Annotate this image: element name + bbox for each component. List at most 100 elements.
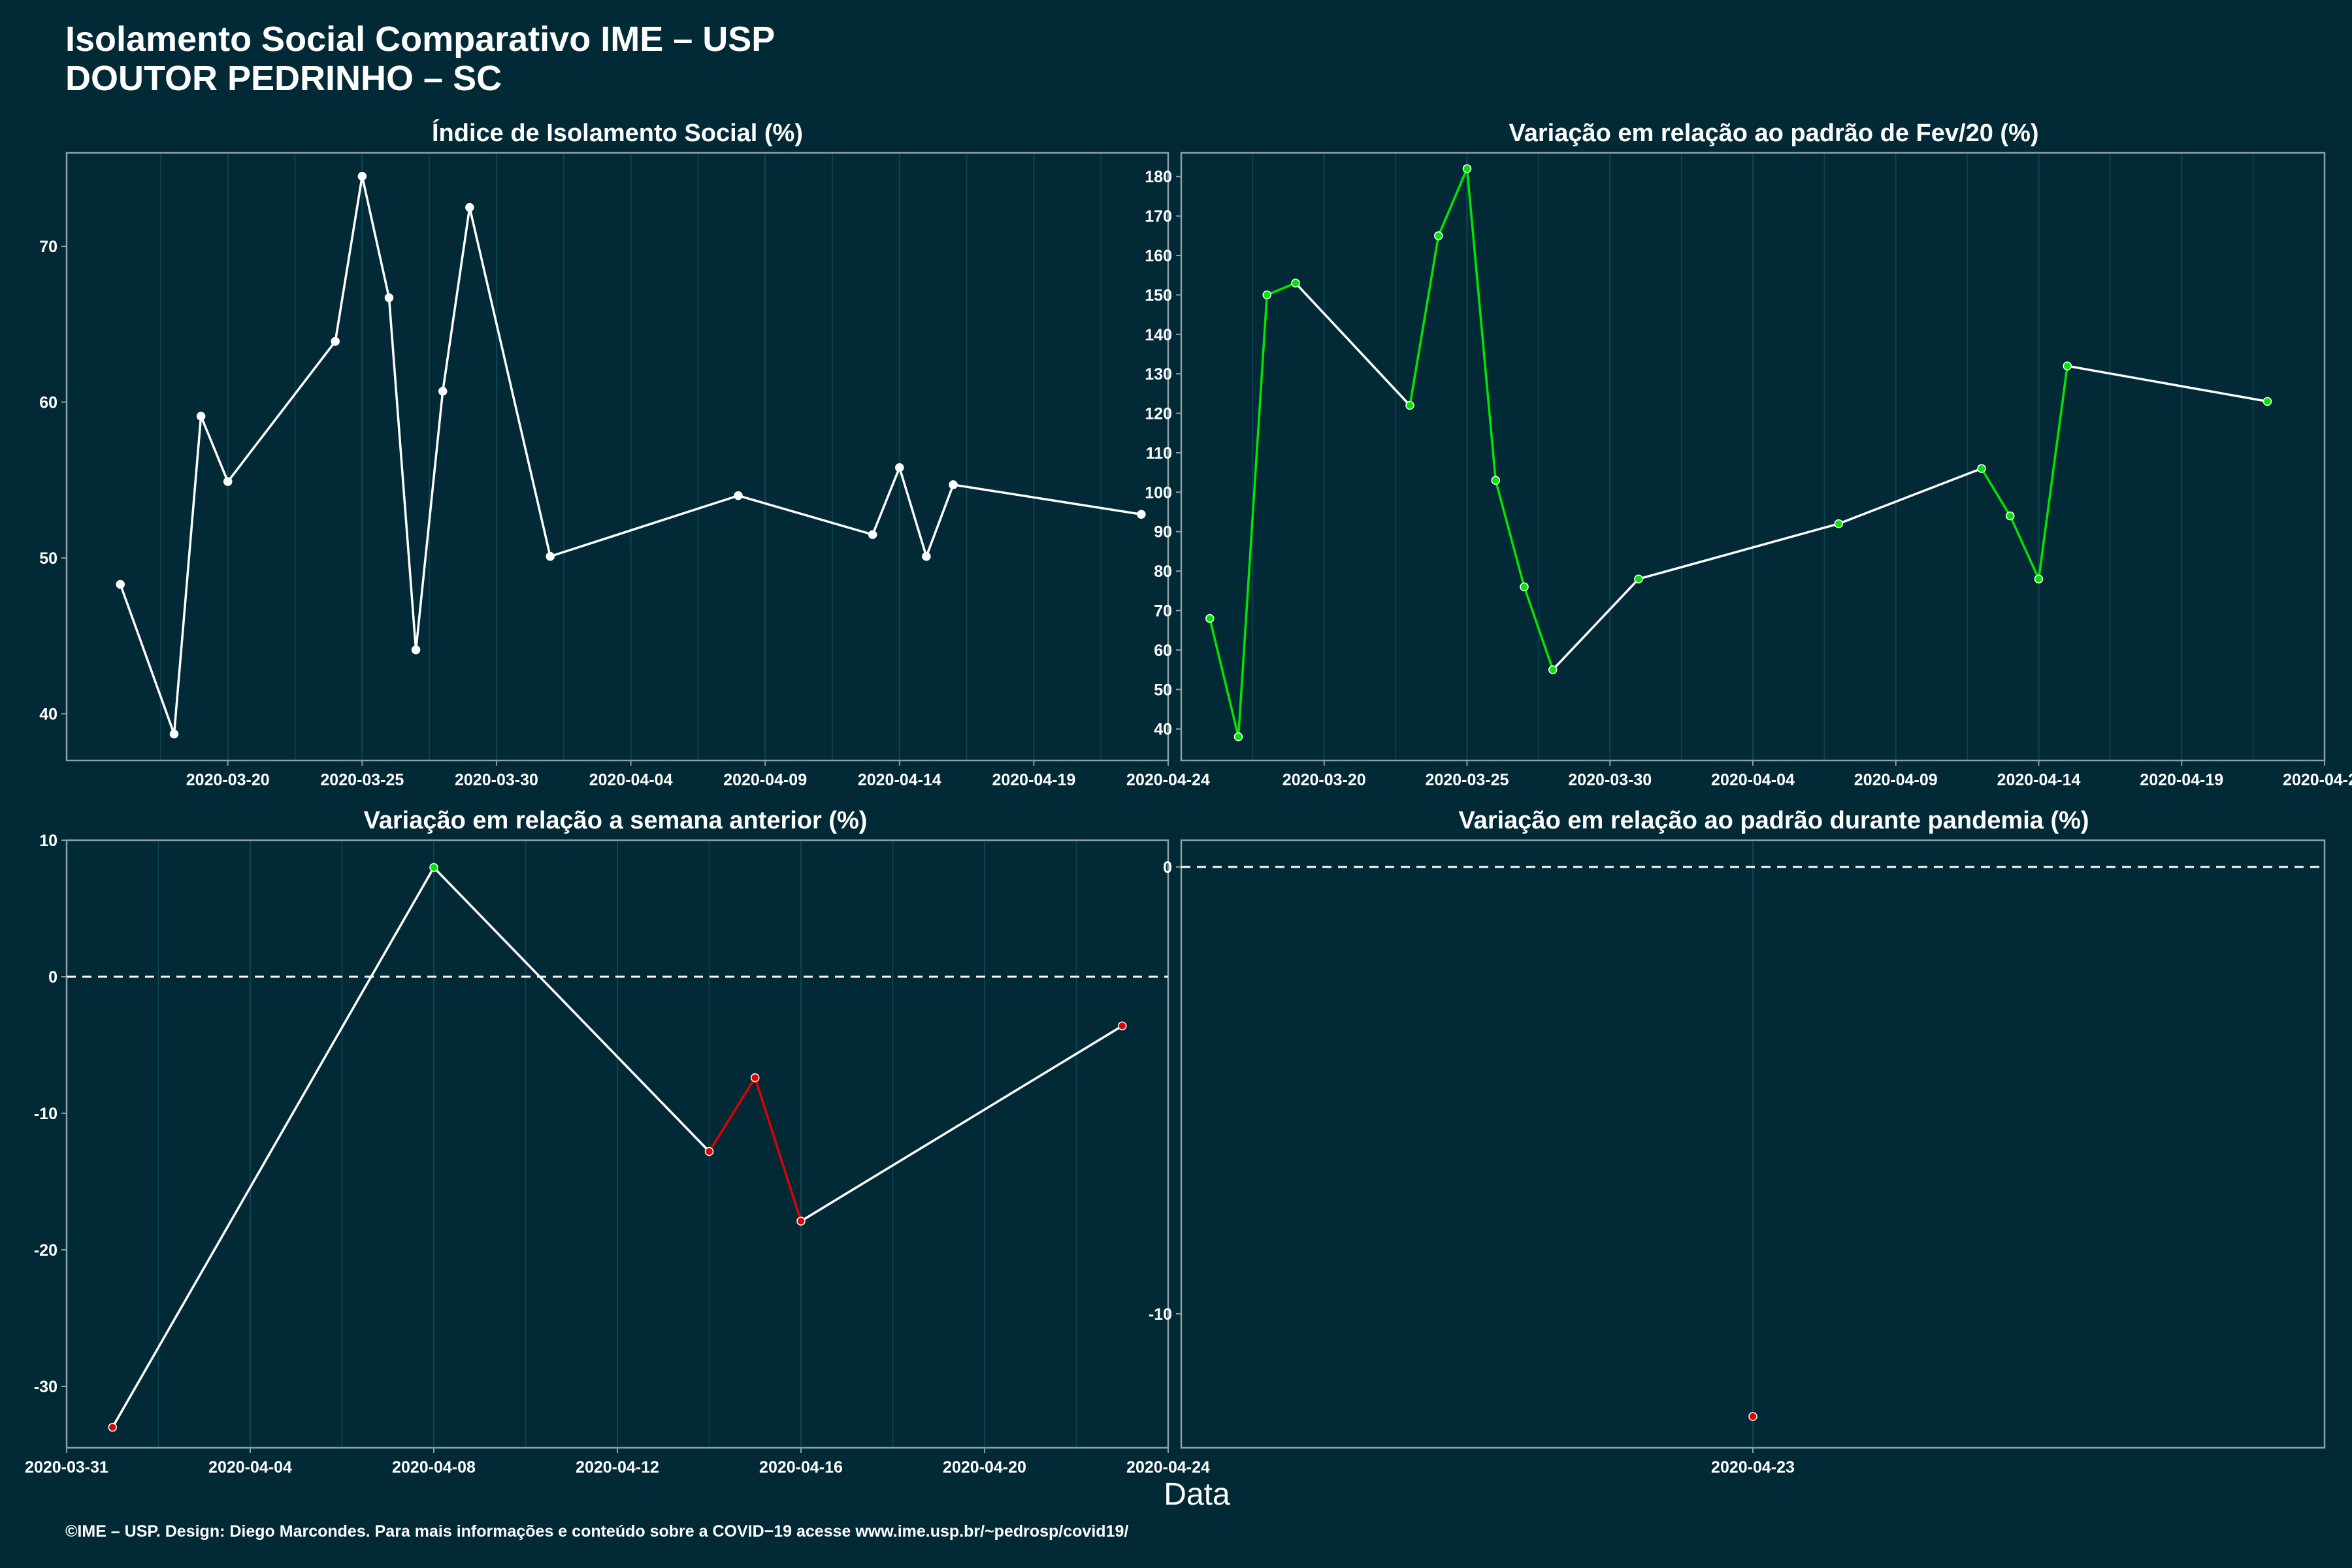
series-segment [1980, 467, 2012, 517]
series-segment [952, 483, 1143, 515]
series-segment [871, 466, 901, 536]
panel-variation-feb20: Variação em relação ao padrão de Fev/20 … [1145, 120, 2352, 789]
series-segment [387, 297, 417, 651]
series-segment [226, 340, 336, 483]
y-tick-label: -10 [34, 1105, 57, 1123]
data-point [868, 530, 877, 539]
y-tick-label: -20 [34, 1241, 57, 1260]
y-tick-label: 90 [1154, 523, 1172, 542]
data-point [922, 551, 931, 561]
y-tick-label: 180 [1145, 168, 1172, 186]
x-tick-label: 2020-04-19 [992, 771, 1075, 789]
panel-variation-previous-week: Variação em relação a semana anterior (%… [25, 807, 1210, 1477]
y-tick-label: 150 [1145, 286, 1172, 304]
x-tick-label: 2020-04-24 [2283, 771, 2352, 789]
data-point [704, 1147, 714, 1156]
y-tick-label: 40 [39, 705, 57, 723]
data-point [108, 1422, 117, 1432]
data-point [357, 172, 367, 181]
y-tick-label: 0 [48, 968, 57, 987]
series-segment [549, 494, 740, 558]
panel-title: Índice de Isolamento Social (%) [432, 118, 803, 147]
series-segment [414, 390, 444, 651]
data-point [1434, 231, 1443, 240]
main-title: Isolamento Social Comparativo IME – USP [65, 20, 775, 59]
series-segment [1637, 522, 1840, 580]
x-tick-label: 2020-04-09 [723, 771, 807, 789]
data-point [1262, 290, 1271, 300]
x-tick-label: 2020-03-20 [186, 771, 270, 789]
y-tick-label: -30 [34, 1378, 57, 1396]
series-segment [119, 583, 176, 736]
series-segment [361, 175, 391, 299]
panel-title: Variação em relação ao padrão durante pa… [1458, 807, 2089, 834]
y-tick-label: 170 [1145, 208, 1172, 226]
plot-frame [65, 839, 1169, 1449]
data-point [169, 729, 179, 739]
data-point [2006, 511, 2015, 521]
x-tick-label: 2020-04-20 [943, 1458, 1026, 1477]
data-point [796, 1217, 806, 1226]
plot-frame [1180, 839, 2326, 1449]
y-tick-label: 10 [39, 832, 57, 850]
data-point [1291, 278, 1300, 288]
series-segment [172, 415, 203, 736]
x-tick-label: 2020-04-23 [1711, 1458, 1795, 1477]
data-point [546, 551, 555, 561]
y-tick-label: 80 [1154, 563, 1172, 581]
data-point [411, 645, 421, 655]
panel-isolation-index: Índice de Isolamento Social (%) 2020-03-… [39, 118, 1210, 789]
series-segment [800, 1024, 1124, 1222]
y-tick-label: 70 [39, 238, 57, 256]
x-tick-label: 2020-03-25 [1426, 771, 1509, 789]
series-segment [1494, 479, 1526, 589]
y-tick-label: 100 [1145, 483, 1172, 502]
series-segment [754, 1076, 802, 1222]
main-subtitle: DOUTOR PEDRINHO – SC [65, 59, 502, 98]
series-segment [1266, 282, 1297, 297]
x-tick-label: 2020-04-16 [759, 1458, 843, 1477]
data-point [465, 203, 474, 212]
x-tick-label: 2020-03-20 [1282, 771, 1366, 789]
x-tick-label: 2020-04-14 [858, 771, 941, 789]
data-point [1233, 732, 1243, 742]
y-tick-label: 60 [1154, 642, 1172, 660]
x-axis-label: Data [1164, 1477, 1230, 1512]
series-segment [1465, 167, 1497, 482]
y-tick-label: 110 [1146, 444, 1172, 463]
x-tick-label: 2020-04-24 [1126, 1458, 1210, 1477]
data-point [2034, 574, 2044, 583]
data-point [2063, 361, 2072, 370]
data-point [751, 1073, 760, 1083]
series-segment [2066, 365, 2269, 403]
x-tick-label: 2020-04-08 [392, 1458, 476, 1477]
data-point [429, 863, 438, 872]
x-tick-label: 2020-04-19 [2140, 771, 2223, 789]
y-tick-label: 50 [39, 549, 57, 568]
data-point [1462, 164, 1472, 173]
series-segment [441, 206, 471, 393]
data-point [1634, 574, 1643, 583]
data-point [1405, 400, 1414, 410]
series-segment [737, 494, 874, 536]
series-segment [468, 206, 551, 558]
y-tick-label: 160 [1145, 247, 1172, 265]
x-tick-label: 2020-04-04 [1711, 771, 1795, 789]
series-segment [111, 866, 435, 1429]
data-point [116, 580, 125, 589]
series-segment [1437, 167, 1469, 237]
panel-variation-pandemic-pattern: Variação em relação ao padrão durante pa… [1149, 807, 2326, 1477]
x-tick-label: 2020-04-14 [1997, 771, 2081, 789]
y-tick-label: 120 [1145, 405, 1172, 423]
panel-title: Variação em relação ao padrão de Fev/20 … [1509, 120, 2038, 147]
y-tick-label: -10 [1149, 1305, 1172, 1324]
x-tick-label: 2020-04-04 [589, 771, 673, 789]
data-point [895, 463, 904, 472]
data-point [1491, 476, 1500, 485]
series-segment [2037, 365, 2068, 580]
x-tick-label: 2020-04-09 [1854, 771, 1938, 789]
data-point [196, 412, 206, 421]
data-point [2262, 397, 2272, 406]
series-segment [1237, 293, 1268, 738]
